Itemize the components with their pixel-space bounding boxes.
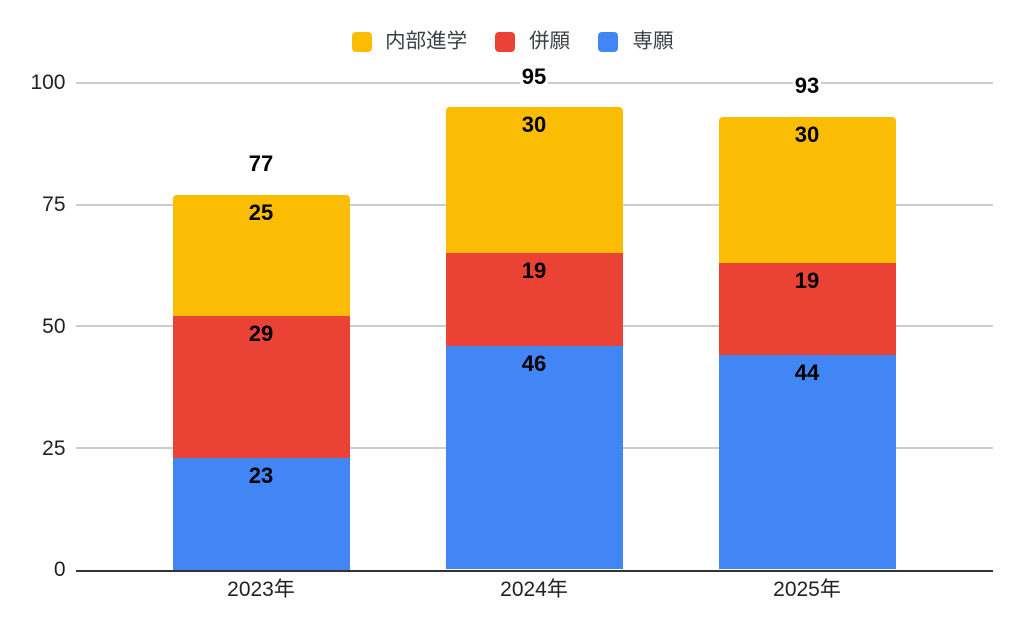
svg-text:2023: 2023 (227, 578, 274, 601)
svg-text:2024: 2024 (500, 578, 547, 601)
svg-text:2025: 2025 (773, 578, 820, 601)
